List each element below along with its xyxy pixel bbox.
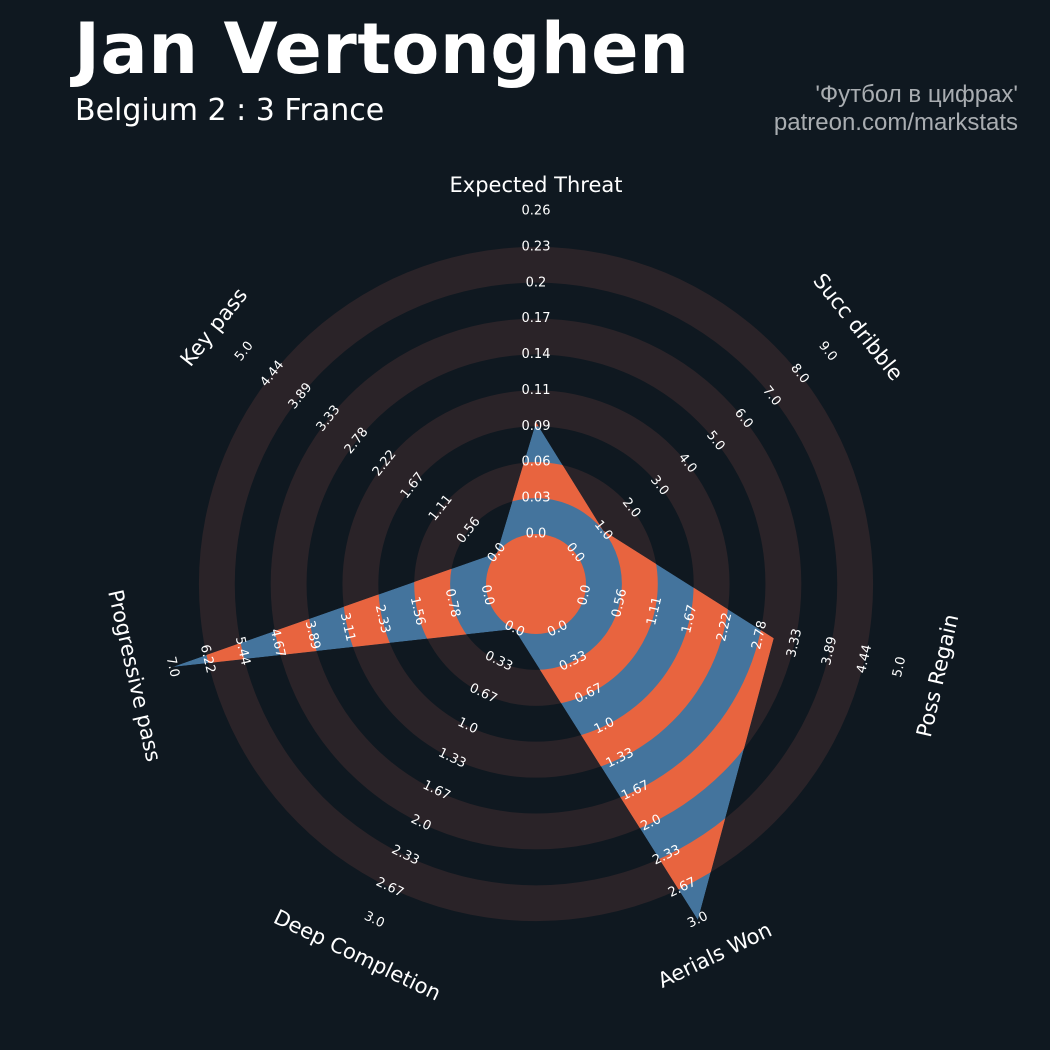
tick-label: 5.0 xyxy=(232,339,257,365)
tick-label: 9.0 xyxy=(815,339,840,365)
axis-label: Expected Threat xyxy=(450,173,623,197)
tick-label: 0.23 xyxy=(522,239,551,254)
credit-line-2: patreon.com/markstats xyxy=(773,109,1018,136)
tick-label: 0.26 xyxy=(522,204,551,219)
tick-label: 3.89 xyxy=(819,635,840,667)
tick-label: 0.06 xyxy=(522,455,551,470)
tick-label: 0.2 xyxy=(526,275,547,290)
tick-label: 0.0 xyxy=(478,583,497,607)
tick-label: 0.11 xyxy=(522,383,551,398)
tick-label: 3.89 xyxy=(302,619,323,651)
match-subtitle: Belgium 2 : 3 France xyxy=(75,93,385,128)
tick-label: 5.44 xyxy=(232,635,253,667)
axis-label: Poss Regain xyxy=(912,612,963,739)
tick-label: 4.44 xyxy=(854,643,875,675)
axis-label: Succ dribble xyxy=(808,269,908,385)
credit-line-1: 'Футбол в цифрах' xyxy=(815,81,1018,108)
radar-center xyxy=(486,534,586,634)
tick-label: 2.78 xyxy=(749,619,770,651)
tick-label: 1.11 xyxy=(644,595,665,627)
axis-label: Deep Completion xyxy=(270,905,445,1006)
tick-label: 2.22 xyxy=(714,611,735,643)
tick-label: 3.33 xyxy=(784,627,805,659)
tick-label: 5.0 xyxy=(890,655,909,679)
tick-label: 0.17 xyxy=(522,311,551,326)
tick-label: 0.0 xyxy=(526,527,547,542)
tick-label: 0.09 xyxy=(522,419,551,434)
axis-label: Progressive pass xyxy=(103,587,165,764)
tick-label: 6.22 xyxy=(197,643,218,675)
tick-label: 4.67 xyxy=(267,627,288,659)
tick-label: 1.56 xyxy=(407,595,428,627)
tick-label: 7.0 xyxy=(163,655,182,679)
tick-label: 3.11 xyxy=(337,611,358,643)
tick-label: 0.78 xyxy=(442,587,463,619)
axis-label: Aerials Won xyxy=(654,918,776,993)
tick-label: 3.0 xyxy=(362,909,387,931)
tick-label: 3.0 xyxy=(685,909,710,931)
tick-label: 0.56 xyxy=(609,587,630,619)
tick-label: 0.0 xyxy=(575,583,594,607)
tick-label: 2.33 xyxy=(372,603,393,635)
tick-label: 0.03 xyxy=(522,491,551,506)
tick-label: 0.14 xyxy=(522,347,551,362)
player-title: Jan Vertonghen xyxy=(74,8,690,90)
tick-label: 1.67 xyxy=(679,603,700,635)
